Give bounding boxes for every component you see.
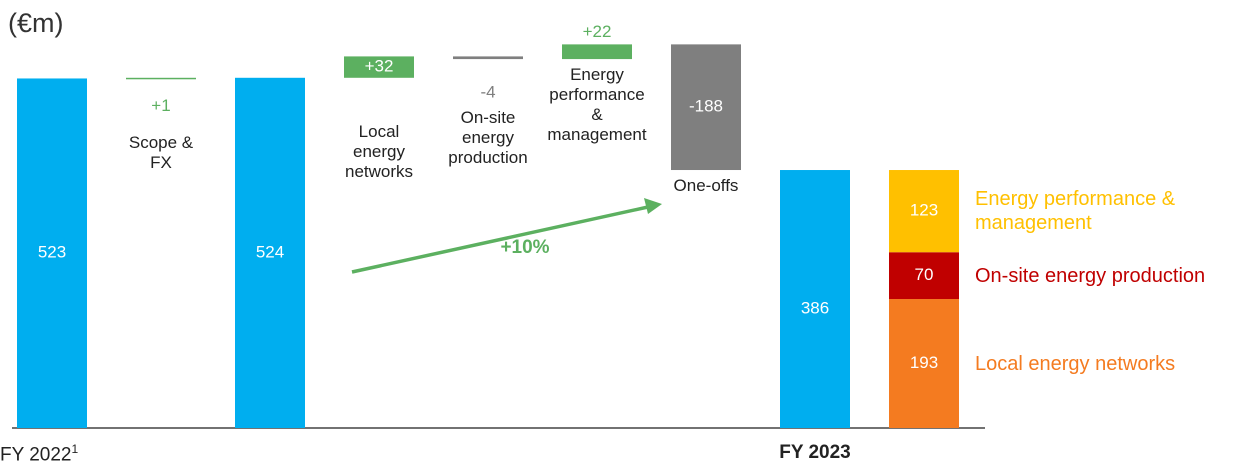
annotation: +10% <box>500 237 549 258</box>
bar <box>17 78 87 428</box>
category-label: Scope & FX <box>128 133 194 172</box>
bar <box>344 56 414 78</box>
bar <box>235 77 305 428</box>
category-label: FY 2023 <box>779 442 851 463</box>
bar <box>562 44 632 60</box>
legend-entry: Energy performance & management <box>975 188 1176 235</box>
value-label: 386 <box>801 298 829 317</box>
category-label: FY 20221 <box>0 442 78 466</box>
category-label: Energy performance & management <box>547 65 647 144</box>
stack-segment <box>889 170 959 253</box>
stack-segment <box>889 299 959 428</box>
legend-entry: On-site energy production <box>975 264 1206 287</box>
value-label: -4 <box>480 83 495 102</box>
arrow-head <box>644 198 662 214</box>
category-label: One-offs <box>673 176 739 195</box>
value-label: +22 <box>583 22 612 41</box>
value-label: -188 <box>689 97 723 116</box>
category-label: FY 2022 <box>0 444 72 466</box>
bar <box>453 56 523 60</box>
category-label: On-site energy production <box>448 108 528 167</box>
value-label: +1 <box>151 96 170 115</box>
segment-label: 70 <box>915 265 934 284</box>
legend-entry: Local energy networks <box>975 352 1176 375</box>
footnote-marker: 1 <box>71 442 79 456</box>
value-label: 523 <box>38 243 66 262</box>
segment-label: 123 <box>910 201 938 220</box>
segment-label: 193 <box>910 353 938 372</box>
trend-arrow <box>351 205 649 274</box>
bar <box>671 44 741 171</box>
value-label: 524 <box>256 242 284 261</box>
unit-label: (€m) <box>8 8 64 38</box>
category-label: Local energy networks <box>344 122 414 181</box>
value-label: +32 <box>365 57 394 76</box>
bar <box>126 77 196 80</box>
stack-segment <box>889 252 959 300</box>
bar <box>780 170 850 429</box>
